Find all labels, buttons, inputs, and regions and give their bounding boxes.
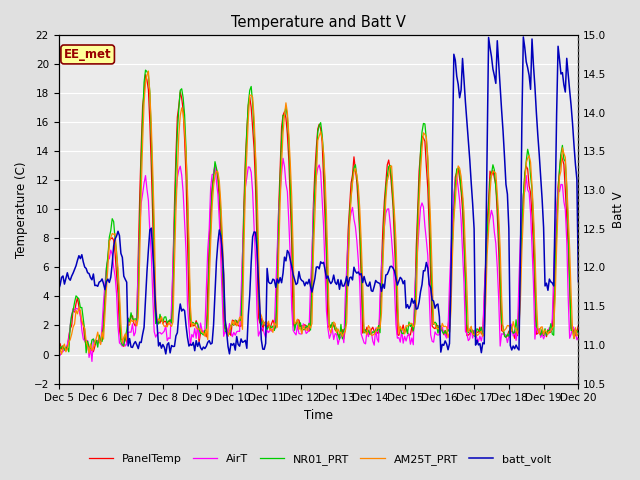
AM25T_PRT: [239, 326, 246, 332]
AirT: [88, 359, 96, 364]
batt_volt: [118, 254, 126, 260]
AM25T_PRT: [55, 351, 63, 357]
AirT: [237, 291, 245, 297]
batt_volt: [162, 351, 170, 357]
NR01_PRT: [548, 331, 556, 337]
AM25T_PRT: [145, 68, 152, 74]
AM25T_PRT: [120, 335, 127, 340]
NR01_PRT: [55, 338, 63, 344]
AirT: [575, 335, 582, 340]
AirT: [285, 219, 292, 225]
PanelTemp: [55, 342, 63, 348]
AirT: [279, 156, 287, 161]
NR01_PRT: [120, 343, 127, 348]
batt_volt: [575, 279, 582, 285]
Line: PanelTemp: PanelTemp: [59, 75, 579, 352]
batt_volt: [228, 342, 236, 348]
Y-axis label: Batt V: Batt V: [612, 191, 625, 228]
batt_volt: [284, 248, 291, 253]
AirT: [55, 349, 63, 355]
Line: AirT: AirT: [59, 158, 579, 361]
AM25T_PRT: [575, 331, 582, 336]
Y-axis label: Temperature (C): Temperature (C): [15, 161, 28, 258]
PanelTemp: [575, 323, 582, 328]
Line: batt_volt: batt_volt: [59, 37, 579, 354]
AM25T_PRT: [58, 351, 65, 357]
NR01_PRT: [212, 165, 220, 171]
PanelTemp: [90, 349, 97, 355]
AirT: [120, 338, 127, 344]
PanelTemp: [141, 72, 149, 78]
Line: NR01_PRT: NR01_PRT: [59, 70, 579, 353]
NR01_PRT: [141, 67, 149, 73]
AM25T_PRT: [548, 324, 556, 330]
PanelTemp: [285, 157, 292, 163]
batt_volt: [520, 34, 527, 40]
AirT: [228, 334, 236, 339]
batt_volt: [211, 291, 219, 297]
batt_volt: [548, 280, 556, 286]
NR01_PRT: [575, 330, 582, 336]
PanelTemp: [239, 253, 246, 259]
PanelTemp: [212, 167, 220, 173]
NR01_PRT: [83, 350, 90, 356]
PanelTemp: [230, 318, 237, 324]
NR01_PRT: [230, 323, 237, 328]
PanelTemp: [548, 326, 556, 332]
AM25T_PRT: [285, 132, 292, 137]
AM25T_PRT: [230, 322, 237, 328]
batt_volt: [237, 336, 245, 342]
AirT: [211, 161, 219, 167]
NR01_PRT: [239, 280, 246, 286]
NR01_PRT: [285, 138, 292, 144]
AM25T_PRT: [212, 168, 220, 174]
Text: EE_met: EE_met: [64, 48, 111, 61]
Title: Temperature and Batt V: Temperature and Batt V: [231, 15, 406, 30]
AirT: [548, 316, 556, 322]
X-axis label: Time: Time: [304, 409, 333, 422]
batt_volt: [55, 287, 63, 292]
Line: AM25T_PRT: AM25T_PRT: [59, 71, 579, 354]
PanelTemp: [120, 344, 127, 349]
Legend: PanelTemp, AirT, NR01_PRT, AM25T_PRT, batt_volt: PanelTemp, AirT, NR01_PRT, AM25T_PRT, ba…: [84, 450, 556, 469]
